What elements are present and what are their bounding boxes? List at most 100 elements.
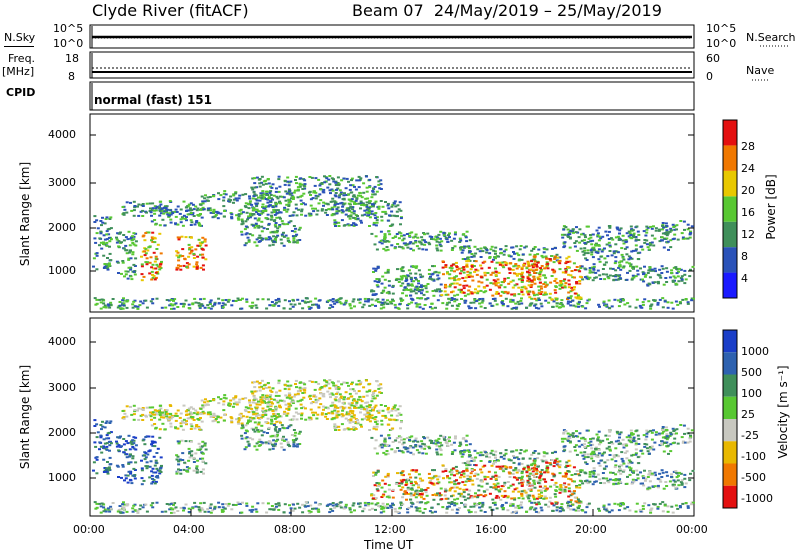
power-echo — [251, 207, 255, 210]
power-echo — [426, 297, 430, 300]
power-echo — [145, 257, 149, 260]
power-echo — [174, 215, 178, 218]
velocity-echo — [387, 484, 391, 487]
velocity-echo — [451, 451, 455, 453]
power-echo — [350, 224, 354, 227]
power-echo — [237, 218, 241, 221]
power-echo — [684, 237, 688, 240]
velocity-echo — [545, 452, 549, 455]
velocity-echo — [156, 469, 160, 472]
power-echo — [125, 249, 129, 252]
power-echo — [270, 216, 274, 219]
velocity-echo — [594, 447, 597, 450]
power-echo — [330, 200, 334, 203]
power-echo — [193, 297, 197, 300]
velocity-echo — [292, 415, 296, 418]
power-echo — [502, 250, 506, 253]
power-echo — [387, 230, 391, 233]
power-echo — [600, 250, 604, 253]
velocity-echo — [167, 418, 171, 421]
velocity-echo — [360, 400, 364, 403]
power-echo — [615, 227, 619, 229]
power-echo — [521, 279, 524, 282]
velocity-echo — [304, 418, 308, 421]
velocity-echo — [405, 447, 409, 450]
velocity-echo — [371, 394, 375, 396]
power-echo — [250, 306, 254, 309]
power-echo — [444, 266, 448, 268]
velocity-echo — [383, 490, 387, 493]
power-echo — [609, 267, 612, 270]
velocity-echo — [422, 497, 426, 500]
power-echo — [368, 304, 372, 307]
power-echo — [221, 299, 225, 302]
power-echo — [195, 263, 199, 266]
power-echo — [179, 265, 182, 268]
velocity-echo — [627, 439, 631, 442]
power-echo — [146, 261, 150, 264]
power-echo — [511, 300, 515, 303]
velocity-echo — [662, 450, 666, 453]
power-echo — [666, 232, 670, 235]
power-echo — [103, 265, 107, 268]
power-echo — [201, 202, 205, 205]
velocity-echo — [154, 459, 158, 462]
velocity-echo — [666, 436, 670, 439]
velocity-echo — [166, 412, 169, 415]
power-echo — [457, 303, 461, 305]
power-echo — [638, 304, 642, 307]
velocity-echo — [152, 471, 156, 474]
power-echo — [555, 253, 559, 256]
power-echo — [634, 306, 638, 309]
power-echo — [368, 200, 372, 203]
power-echo — [686, 302, 690, 305]
velocity-echo — [274, 443, 277, 446]
velocity-echo — [258, 389, 262, 392]
velocity-echo — [105, 471, 109, 473]
power-echo — [551, 268, 555, 271]
power-echo — [307, 305, 311, 308]
power-echo — [365, 175, 368, 178]
power-echo — [187, 307, 191, 309]
velocity-echo — [155, 409, 159, 412]
power-echo — [342, 194, 346, 197]
power-echo — [634, 248, 638, 251]
power-echo — [584, 307, 588, 310]
power-echo — [610, 254, 614, 257]
velocity-echo — [217, 396, 220, 399]
velocity-echo — [365, 408, 369, 410]
power-echo — [688, 236, 692, 239]
power-echo — [240, 230, 244, 233]
velocity-echo — [339, 395, 343, 398]
velocity-echo — [334, 384, 338, 387]
power-echo — [500, 281, 504, 284]
velocity-echo — [292, 395, 296, 398]
power-echo — [107, 264, 111, 266]
power-echo — [368, 202, 372, 205]
velocity-echo — [131, 446, 135, 448]
velocity-echo — [278, 420, 281, 423]
velocity-echo — [422, 489, 425, 492]
power-echo — [266, 228, 269, 230]
power-echo — [619, 298, 623, 301]
power-echo — [627, 230, 631, 233]
velocity-echo — [122, 451, 126, 454]
velocity-echo — [278, 415, 282, 418]
power-echo — [485, 278, 489, 281]
power-echo — [308, 190, 312, 193]
velocity-echo — [136, 409, 139, 412]
power-echo — [359, 219, 363, 222]
power-echo — [193, 223, 197, 226]
velocity-echo — [275, 399, 279, 402]
velocity-echo — [689, 434, 692, 437]
velocity-echo — [255, 415, 259, 417]
power-echo — [323, 175, 326, 178]
power-echo — [409, 278, 413, 281]
velocity-echo — [419, 445, 423, 448]
velocity-echo — [260, 379, 264, 382]
power-echo — [137, 203, 141, 206]
power-echo — [190, 209, 194, 212]
velocity-echo — [255, 407, 259, 410]
velocity-echo — [386, 452, 390, 455]
power-echo — [575, 226, 578, 229]
